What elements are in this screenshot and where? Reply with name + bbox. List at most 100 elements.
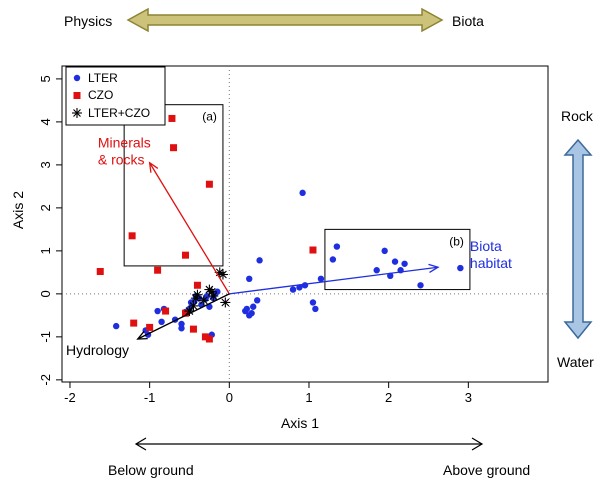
asterisk-stroke: [73, 109, 81, 117]
series-czo: [96, 114, 317, 343]
physics-label: Physics: [64, 13, 112, 29]
point-czo: [168, 114, 176, 122]
y-axis: -2 -1 0 1 2 3 4 5: [38, 75, 62, 386]
point-lter: [312, 305, 319, 313]
point-czo: [309, 246, 317, 254]
point-czo: [205, 180, 213, 188]
above-ground-label: Above ground: [443, 462, 530, 478]
vector-label-line: habitat: [470, 255, 512, 271]
vector-label-line: & rocks: [98, 152, 145, 168]
point-lter: [296, 284, 303, 291]
asterisk-stroke: [185, 307, 194, 315]
point-czo: [154, 266, 162, 274]
x-tick-label: -2: [64, 390, 76, 405]
point-lter-czo: [217, 269, 228, 280]
point-lter-czo: [184, 306, 195, 317]
legend: LTER CZO LTER+CZO: [65, 66, 166, 126]
vector-label-line: Minerals: [98, 135, 151, 151]
legend-frame: [65, 66, 166, 126]
vector-label-biota-habitat: Biota habitat: [470, 238, 512, 271]
point-lter: [158, 318, 165, 326]
x-tick-label: 3: [465, 390, 472, 405]
point-lter-czo: [198, 295, 209, 306]
rock-water-arrow-shape: [563, 138, 593, 340]
cluster-boxes: (a) (b): [123, 104, 471, 291]
legend-marker-czo: [73, 92, 81, 99]
below-above-arrow-left-head: [134, 437, 147, 451]
point-czo: [170, 144, 178, 152]
point-lter: [309, 299, 317, 306]
vector-hydrology: [137, 293, 230, 340]
cluster-box-b: [324, 228, 471, 291]
series-lter-czo: [184, 267, 231, 317]
point-czo: [128, 232, 136, 240]
water-label: Water: [557, 354, 594, 370]
below-ground-label: Below ground: [108, 462, 194, 478]
y-tick-label: 0: [38, 290, 53, 297]
legend-label-lter: LTER: [88, 71, 118, 85]
point-lter: [256, 257, 263, 264]
point-czo: [205, 335, 213, 343]
point-lter: [333, 243, 341, 250]
y-tick-label: -1: [38, 331, 53, 343]
point-lter: [243, 305, 251, 313]
asterisk-stroke: [199, 296, 208, 305]
point-lter-czo: [208, 291, 219, 302]
y-tick-label: 4: [38, 118, 53, 125]
cluster-box-a: [123, 104, 224, 267]
point-lter: [299, 189, 306, 197]
y-tick-label: 5: [38, 75, 53, 82]
legend-markers: [72, 74, 82, 118]
point-lter-czo: [188, 300, 199, 311]
point-czo: [189, 325, 197, 333]
point-lter: [387, 272, 394, 280]
asterisk-stroke: [221, 298, 230, 307]
vector-label-minerals-rocks: Minerals & rocks: [98, 135, 151, 168]
point-lter: [317, 275, 325, 283]
asterisk-stroke: [209, 292, 218, 300]
point-czo: [181, 251, 189, 259]
y-tick-label: -2: [38, 374, 53, 386]
y-tick-label: 2: [38, 204, 53, 211]
vector-head-minerals-rocks: [148, 161, 159, 173]
cluster-box-label-b: (b): [449, 234, 464, 248]
rock-label: Rock: [561, 108, 594, 124]
cluster-box-label-a: (a): [202, 110, 217, 124]
reference-lines: [62, 66, 548, 382]
point-lter: [457, 264, 464, 272]
loading-vectors: Minerals & rocks Biota habitat Hydrology: [66, 135, 512, 358]
asterisk-stroke: [193, 290, 202, 299]
point-lter-czo: [192, 289, 203, 300]
x-axis-title: Axis 1: [281, 415, 319, 431]
x-tick-label: 2: [385, 390, 392, 405]
legend-label-czo: CZO: [88, 88, 113, 102]
physics-biota-arrow-shape: [126, 7, 444, 33]
point-czo: [193, 281, 201, 289]
point-lter-czo: [220, 297, 231, 308]
point-lter: [381, 247, 388, 255]
point-czo: [162, 307, 170, 315]
point-czo: [201, 333, 209, 341]
point-lter: [248, 310, 255, 317]
vector-label-line: Hydrology: [66, 342, 129, 358]
point-czo: [96, 268, 104, 276]
biota-label: Biota: [452, 13, 484, 29]
y-tick-label: 3: [38, 161, 53, 168]
y-tick-label: 1: [38, 247, 53, 254]
series-lter: [112, 189, 464, 338]
point-lter: [154, 307, 161, 315]
point-lter: [250, 303, 257, 310]
point-czo: [130, 319, 138, 327]
rock-water-arrow: [563, 138, 593, 340]
vector-head-biota-habitat: [428, 263, 440, 273]
legend-label-lter-czo: LTER+CZO: [88, 106, 150, 120]
point-lter: [401, 260, 408, 267]
legend-marker-lter-czo: [72, 108, 82, 118]
x-tick-label: 0: [226, 390, 233, 405]
x-axis: -2 -1 0 1 2 3: [64, 382, 472, 405]
point-lter: [112, 322, 120, 330]
physics-biota-arrow: [126, 7, 444, 33]
legend-marker-lter: [73, 74, 81, 82]
data-points: [96, 114, 464, 343]
